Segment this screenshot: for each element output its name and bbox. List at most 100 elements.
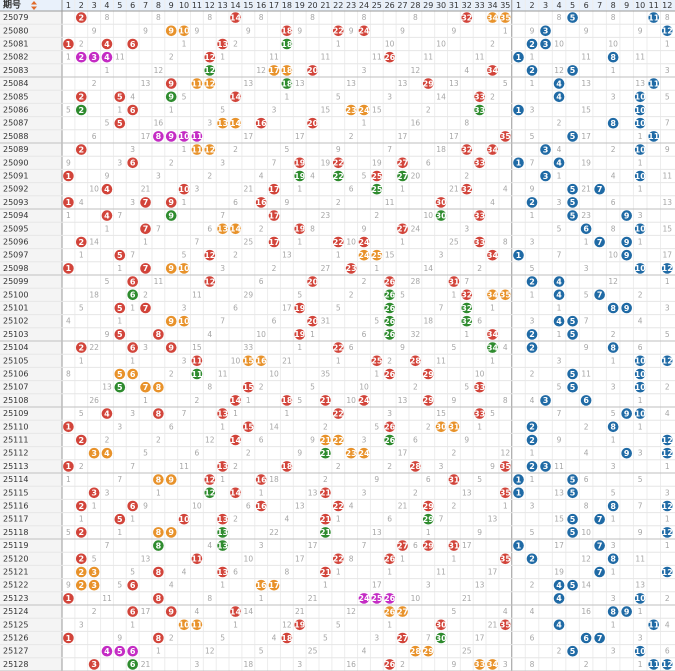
back-ball (634, 368, 646, 380)
front-miss-count: 13 (398, 396, 408, 405)
front-ball-number: 17 (268, 581, 279, 590)
front-miss-count: 1 (400, 185, 405, 194)
front-ball (204, 51, 216, 63)
back-ball (621, 408, 632, 419)
back-miss-count: 8 (665, 13, 670, 22)
back-miss-count: 11 (581, 370, 591, 379)
front-ball (281, 25, 293, 37)
back-ball (567, 474, 578, 485)
sort-arrows-icon[interactable] (31, 1, 37, 10)
back-miss-count: 7 (665, 119, 670, 128)
front-miss-count: 1 (452, 290, 457, 299)
front-miss-count: 10 (359, 383, 369, 392)
front-ball-number: 4 (104, 449, 110, 458)
front-ball (281, 461, 293, 472)
front-miss-count: 8 (284, 568, 289, 577)
front-miss-count: 11 (179, 462, 189, 471)
front-ball (474, 157, 485, 169)
back-ball-number: 9 (624, 304, 630, 313)
front-ball (255, 117, 267, 129)
back-ball (648, 78, 660, 89)
front-miss-count: 5 (464, 383, 469, 392)
front-ball (397, 540, 408, 551)
back-ball (567, 197, 578, 208)
back-miss-count: 7 (557, 409, 562, 418)
back-miss-count: 14 (581, 581, 591, 590)
back-ball (594, 566, 605, 578)
front-ball-number: 33 (474, 106, 485, 115)
front-ball-number: 26 (384, 277, 396, 286)
front-ball (165, 210, 177, 221)
back-ball (513, 540, 524, 551)
front-ball-number: 10 (179, 132, 191, 141)
period-number: 25080 (3, 26, 28, 35)
front-ball-number: 21 (320, 489, 332, 498)
front-miss-count: 5 (362, 172, 367, 181)
back-miss-count: 3 (611, 92, 616, 101)
front-ball-number: 12 (204, 53, 215, 62)
front-ball-number: 34 (487, 330, 499, 339)
back-miss-count: 15 (662, 224, 672, 233)
period-number: 25102 (3, 317, 28, 326)
back-ball-number: 10 (635, 647, 647, 656)
front-miss-count: 2 (413, 488, 418, 497)
draw-row-25108: 25108 26 1 2 14 1 18 5 21 10 24 13 29 9 8 4 3 6 1 (3, 395, 643, 406)
front-ball (88, 487, 100, 499)
front-ball (371, 170, 383, 182)
period-number: 25107 (3, 383, 28, 392)
front-miss-count: 5 (182, 251, 187, 260)
front-ball-number: 1 (66, 634, 72, 643)
period-number: 25084 (3, 79, 28, 88)
front-miss-count: 6 (207, 224, 212, 233)
front-ball (88, 579, 100, 591)
back-ball (594, 632, 605, 644)
front-miss-count: 1 (182, 198, 187, 207)
front-miss-count: 3 (156, 172, 161, 181)
front-ball (422, 645, 434, 657)
front-col-header-10: 10 (179, 1, 189, 10)
draw-row-25114: 25114 1 7 8 9 12 1 16 18 2 9 6 31 5 1 1 5 6 5 (3, 474, 643, 485)
front-miss-count: 3 (130, 409, 135, 418)
front-ball (384, 302, 395, 314)
front-miss-count: 16 (346, 660, 356, 669)
front-ball (435, 210, 447, 221)
back-ball (594, 289, 605, 301)
front-ball-number: 34 (487, 66, 499, 75)
front-miss-count: 2 (195, 396, 200, 405)
front-ball-number: 31 (448, 277, 460, 286)
back-ball-number: 9 (624, 238, 630, 247)
front-ball-number: 13 (217, 541, 228, 550)
front-ball-number: 14 (230, 225, 242, 234)
back-ball-number: 3 (543, 40, 549, 49)
back-ball-number: 1 (516, 541, 522, 550)
back-ball-number: 12 (662, 436, 673, 445)
back-ball (607, 342, 619, 353)
front-miss-count: 2 (336, 198, 341, 207)
back-ball-number: 5 (570, 370, 576, 379)
front-miss-count: 1 (220, 53, 225, 62)
period-header[interactable]: 期号 (3, 0, 21, 11)
front-ball (384, 606, 395, 617)
front-ball (204, 487, 216, 499)
front-ball (178, 183, 190, 195)
draw-row-25092: 25092 10 4 21 10 3 21 17 1 6 25 1 21 32 4 9 5 21 7 1 (3, 183, 643, 195)
front-miss-count: 17 (398, 132, 408, 141)
back-miss-count: 5 (557, 224, 562, 233)
front-ball (127, 659, 138, 670)
front-miss-count: 6 (362, 330, 367, 339)
front-miss-count: 5 (259, 647, 264, 656)
back-ball-number: 10 (635, 594, 647, 603)
front-ball-number: 28 (410, 647, 422, 656)
back-miss-count: 1 (611, 568, 616, 577)
front-ball-number: 8 (156, 541, 162, 550)
front-ball (153, 540, 164, 551)
front-ball-number: 28 (410, 462, 422, 471)
front-miss-count: 2 (233, 145, 238, 154)
front-ball-number: 13 (217, 462, 228, 471)
back-ball-number: 7 (597, 634, 603, 643)
front-ball-number: 27 (397, 607, 408, 616)
front-miss-count: 2 (233, 462, 238, 471)
front-ball-number: 22 (333, 343, 344, 352)
back-miss-count: 12 (581, 554, 591, 563)
front-ball-number: 1 (66, 40, 72, 49)
